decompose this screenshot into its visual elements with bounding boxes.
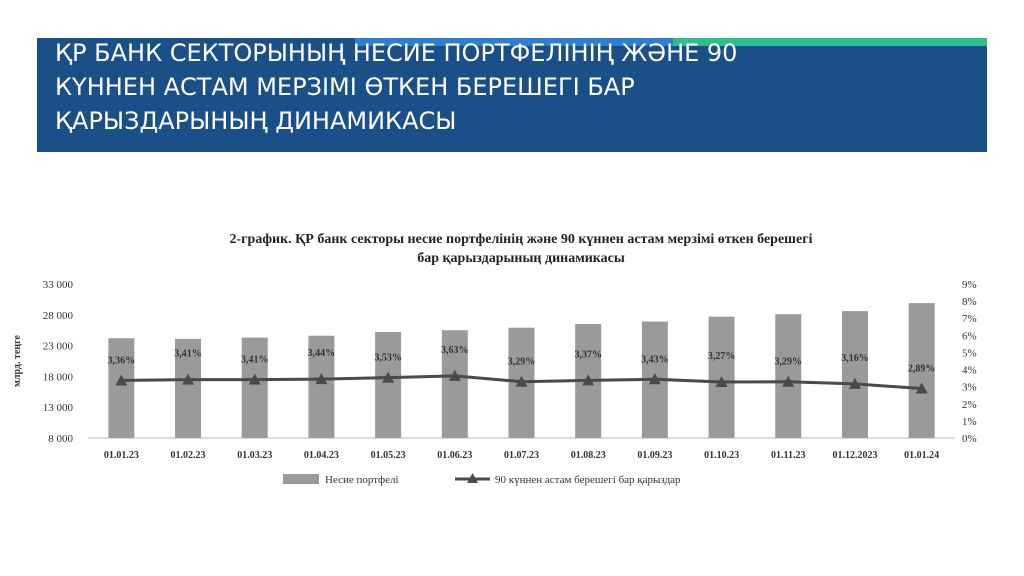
x-tick-label: 01.12.2023 — [832, 450, 877, 461]
y-tick-label: 33 000 — [43, 279, 74, 291]
y2-tick-label: 1% — [962, 416, 977, 428]
bar — [308, 335, 335, 438]
y2-tick-label: 0% — [962, 433, 977, 445]
point-marker — [715, 376, 728, 388]
point-marker — [315, 373, 328, 385]
x-tick-label: 01.03.23 — [237, 450, 272, 461]
x-tick-label: 01.02.23 — [171, 450, 206, 461]
x-tick-label: 01.09.23 — [637, 450, 672, 461]
accent-bar-navy — [37, 38, 355, 46]
y2-tick-label: 4% — [962, 365, 977, 377]
title-banner — [37, 46, 987, 152]
point-marker — [848, 377, 861, 389]
data-label: 3,29% — [775, 357, 803, 368]
x-tick-label: 01.07.23 — [504, 450, 539, 461]
bar — [841, 311, 868, 438]
data-label: 3,16% — [841, 353, 869, 364]
data-label: 3,41% — [174, 349, 202, 360]
y-tick-label: 13 000 — [43, 402, 74, 414]
data-label: 3,53% — [374, 353, 402, 364]
bar — [375, 332, 402, 438]
y-tick-label: 28 000 — [43, 310, 74, 322]
y-tick-label: 8 000 — [48, 433, 73, 445]
point-marker — [248, 373, 261, 385]
data-label: 3,27% — [708, 351, 736, 362]
x-tick-label: 01.01.24 — [904, 450, 939, 461]
accent-bar-blue — [355, 38, 673, 46]
data-label: 3,41% — [241, 355, 269, 366]
point-marker — [648, 373, 661, 385]
chart-title-line-1: 2-график. ҚР банк секторы несие портфелі… — [230, 232, 813, 247]
y-tick-label: 18 000 — [43, 371, 74, 383]
point-marker — [582, 374, 595, 386]
legend-marker — [467, 473, 478, 483]
legend-swatch-bar — [283, 474, 319, 484]
chart-title-line-2: бар қарыздарының динамикасы — [417, 251, 625, 266]
y2-tick-label: 3% — [962, 382, 977, 394]
data-label: 3,29% — [508, 357, 536, 368]
point-marker — [382, 371, 395, 383]
data-label: 2,89% — [908, 364, 936, 375]
chart-legend: Несие портфелі 90 күннен астам берешегі б… — [283, 473, 681, 486]
legend-label: Несие портфелі — [325, 474, 399, 486]
data-label: 3,37% — [574, 349, 602, 360]
data-label: 3,43% — [641, 354, 669, 365]
bar — [441, 330, 468, 438]
bar — [241, 337, 268, 438]
x-tick-label: 01.05.23 — [371, 450, 406, 461]
line-series: 3,36% 3,41% 3,41% 3,44% 3,53% 3,63% 3,29% 3,37%… — [108, 345, 936, 394]
y2-tick-label: 8% — [962, 296, 977, 308]
x-tick-label: 01.01.23 — [104, 450, 139, 461]
y2-tick-label: 5% — [962, 347, 977, 359]
point-marker — [782, 375, 795, 387]
y2-tick-label: 2% — [962, 399, 977, 411]
data-label: 3,63% — [441, 345, 469, 356]
chart-ticks: 8 000 13 000 18 000 23 000 28 000 33 000 0% 1% 2… — [12, 279, 977, 461]
bar — [175, 338, 202, 438]
legend-label: 90 күннен астам берешегі бар қарыздар — [495, 474, 681, 486]
point-marker — [115, 374, 128, 386]
x-tick-label: 01.11.23 — [771, 450, 805, 461]
x-tick-label: 01.04.23 — [304, 450, 339, 461]
y2-tick-label: 9% — [962, 279, 977, 291]
point-marker — [515, 375, 528, 387]
y2-tick-label: 7% — [962, 313, 977, 325]
accent-bar-green — [673, 38, 987, 46]
slide-title: ҚР БАНК СЕКТОРЫНЫҢ НЕСИЕ ПОРТФЕЛІНІҢ ЖӘН… — [55, 39, 738, 135]
bar — [908, 303, 935, 438]
x-tick-label: 01.06.23 — [437, 450, 472, 461]
y-tick-label: 23 000 — [43, 341, 74, 353]
bar — [108, 338, 135, 438]
x-tick-label: 01.08.23 — [571, 450, 606, 461]
bar-series — [108, 303, 935, 438]
data-label: 3,44% — [308, 348, 336, 359]
x-tick-label: 01.10.23 — [704, 450, 739, 461]
y-axis-label: млрд. теңге — [12, 335, 23, 387]
point-marker — [915, 382, 928, 394]
point-marker — [448, 369, 461, 381]
data-label: 3,36% — [108, 356, 136, 367]
y2-tick-label: 6% — [962, 330, 977, 342]
point-marker — [182, 373, 195, 385]
